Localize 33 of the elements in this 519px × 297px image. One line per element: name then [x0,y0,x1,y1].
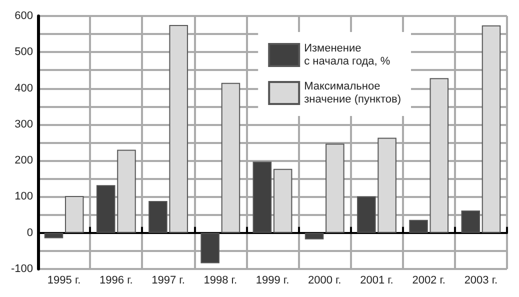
bar [252,162,272,233]
bar [44,232,64,238]
legend-label: Изменение с начала года, % [304,42,390,68]
x-tick-label: 1998 г. [204,274,238,286]
bar [117,150,136,233]
x-tick-label: 1996 г. [100,274,133,286]
bar [326,144,344,233]
legend-label: Максимальное значение (пунктов) [304,80,401,106]
y-tick-label: 400 [14,82,33,94]
bar [96,185,116,233]
y-tick-label: 500 [14,46,33,58]
y-tick-label: 600 [14,10,33,22]
bar [409,220,428,233]
bar [221,82,240,233]
bar [482,25,501,233]
bar [273,168,292,233]
bar [461,210,480,233]
y-tick-label: 300 [14,118,33,130]
x-tick-label: 1999 г. [256,274,290,286]
x-tick-label: 2000 г. [308,274,342,286]
bar [304,232,324,240]
bar [430,78,449,233]
x-tick-label: 2003 г. [464,274,498,286]
y-tick-label: 0 [26,226,33,239]
x-tick-label: 1997 г. [152,274,185,286]
bar [64,196,84,233]
y-tick-label: -100 [10,263,33,275]
x-tick-label: 1995 г. [47,274,81,286]
y-tick-label: 100 [14,190,33,203]
y-tick-label: 200 [14,154,33,167]
bar [200,232,220,264]
x-tick-label: 2001 г. [360,274,394,286]
x-tick-label: 2002 г. [412,274,446,286]
